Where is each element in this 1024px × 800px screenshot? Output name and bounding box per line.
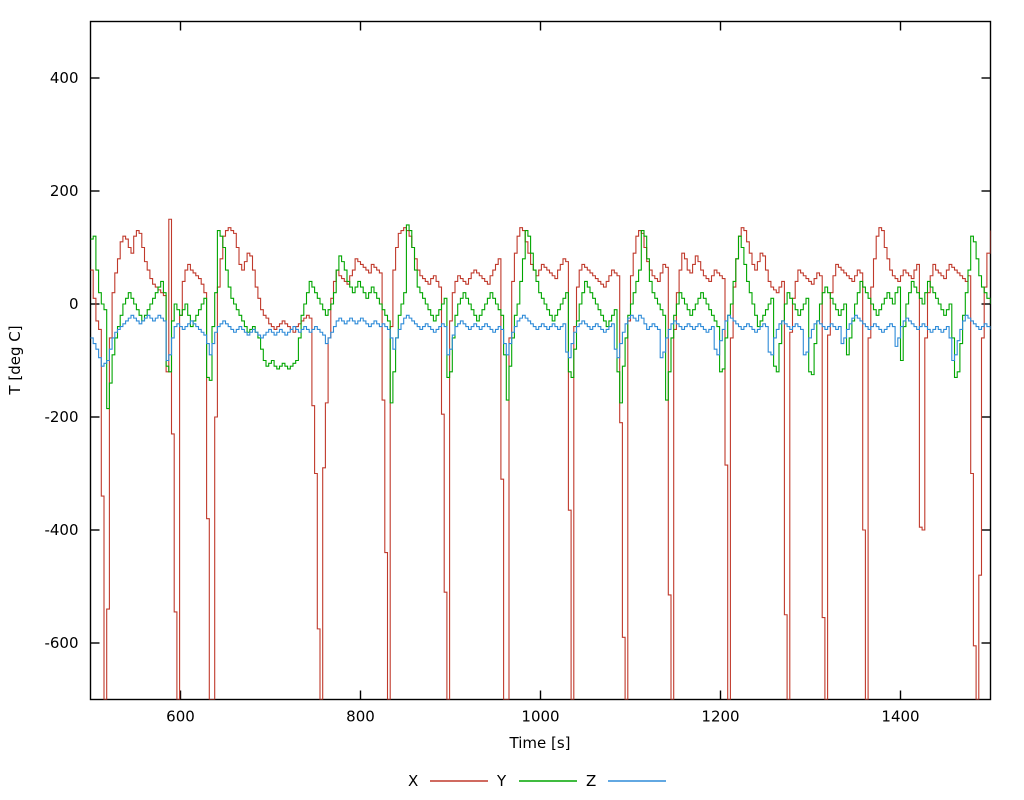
x-tick-label: 600 — [166, 708, 195, 726]
x-tick-labels: 600 800 1000 1200 1400 — [166, 708, 919, 726]
x-tick-label: 800 — [346, 708, 375, 726]
plot-frame — [89, 20, 992, 701]
x-tick-label: 1400 — [881, 708, 919, 726]
y-tick-labels: 400 200 0 -200 -400 -600 — [44, 69, 78, 652]
y-tick-label: 200 — [50, 182, 79, 200]
series-line-x — [90, 218, 991, 700]
legend-label-x: X — [408, 772, 418, 790]
y-tick-label: 0 — [69, 295, 79, 313]
y-tick-label: -400 — [44, 521, 78, 539]
series-line-z — [90, 314, 991, 367]
y-tick-label: 400 — [50, 69, 79, 87]
y-tick-label: -200 — [44, 408, 78, 426]
x-tick-label: 1200 — [701, 708, 739, 726]
y-tick-label: -600 — [44, 634, 78, 652]
series-group — [90, 218, 991, 700]
x-tick-label: 1000 — [521, 708, 559, 726]
series-line-y — [90, 224, 991, 410]
legend-label-z: Z — [586, 772, 596, 790]
legend: X Y Z — [408, 772, 666, 790]
y-axis-title: T [deg C] — [6, 325, 24, 395]
x-axis-title: Time [s] — [509, 734, 571, 752]
axis-ticks — [90, 21, 991, 700]
legend-label-y: Y — [496, 772, 507, 790]
